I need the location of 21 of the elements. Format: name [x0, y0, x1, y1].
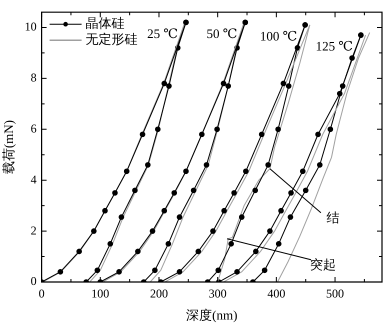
annotation: 125 ℃ [316, 38, 353, 54]
legend-label: 晶体硅 [86, 16, 125, 31]
y-tick-label: 2 [30, 223, 37, 238]
x-tick-label: 400 [267, 286, 286, 300]
annotation: 25 ℃ [147, 26, 178, 41]
y-tick-label: 4 [30, 172, 37, 186]
annotation: 50 ℃ [206, 26, 238, 41]
y-tick-label: 0 [30, 274, 37, 288]
x-tick-label: 100 [91, 286, 110, 300]
y-tick-label: 6 [30, 121, 37, 136]
x-axis-title: 深度(nm) [186, 308, 238, 323]
x-tick-label: 300 [208, 286, 227, 300]
x-tick-label: 200 [150, 286, 168, 300]
legend-label: 无定形硅 [86, 32, 138, 47]
y-tick-label: 10 [24, 20, 37, 34]
x-tick-label: 500 [326, 286, 344, 300]
y-tick-label: 8 [30, 70, 37, 85]
annotation: 突起 [310, 257, 336, 272]
annotation: 100 ℃ [260, 28, 298, 44]
annotation: 结 [326, 210, 340, 226]
y-axis-title: 载荷(mN) [1, 120, 16, 174]
